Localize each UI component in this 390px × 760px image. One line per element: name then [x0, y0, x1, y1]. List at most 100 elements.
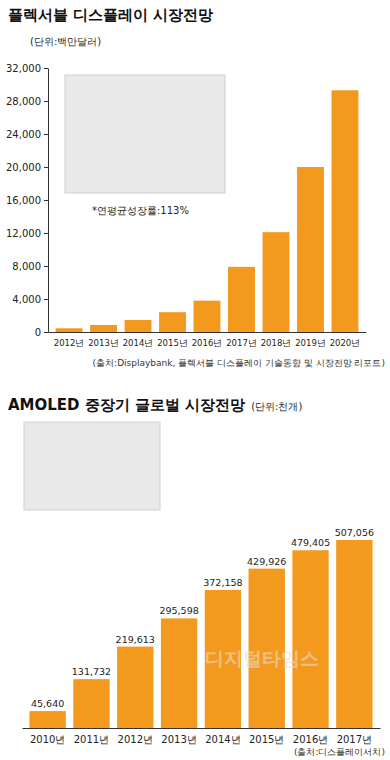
x-tick-label: 2013년 — [88, 338, 119, 348]
x-tick: 2013년 — [88, 332, 119, 348]
data-label: 507,056 — [335, 527, 374, 538]
x-tick-label: 2017년 — [337, 734, 372, 745]
bar — [73, 679, 109, 728]
y-tick: 32,000 — [6, 63, 48, 74]
x-tick-label: 2014년 — [123, 338, 154, 348]
bar — [117, 647, 153, 728]
photo-placeholder — [24, 422, 160, 510]
y-tick-mark — [44, 134, 48, 135]
bar — [332, 90, 359, 332]
bar — [90, 325, 117, 332]
y-tick-mark — [44, 101, 48, 102]
y-tick: 24,000 — [6, 129, 48, 140]
y-tick-label: 0 — [35, 327, 41, 338]
bar — [263, 232, 290, 332]
y-tick-label: 28,000 — [6, 96, 41, 107]
bar — [159, 312, 186, 332]
annotation: *연평균성장률:113% — [92, 205, 189, 216]
y-tick-label: 12,000 — [6, 228, 41, 239]
bar — [29, 711, 65, 728]
x-tick: 2017년 — [226, 332, 257, 348]
x-axis-line — [49, 332, 367, 333]
x-tick: 2018년 — [261, 332, 292, 348]
x-tick-label: 2012년 — [54, 338, 85, 348]
bar — [194, 301, 221, 332]
bars — [56, 90, 359, 332]
y-tick-label: 24,000 — [6, 129, 41, 140]
x-tick: 2012년 — [118, 728, 153, 745]
data-label: 372,158 — [203, 577, 242, 588]
x-tick: 2012년 — [54, 332, 85, 348]
x-tick-label: 2020년 — [330, 338, 361, 348]
x-tick-label: 2018년 — [261, 338, 292, 348]
bar — [125, 320, 152, 332]
x-tick-label: 2011년 — [74, 734, 109, 745]
y-tick-mark — [44, 332, 48, 333]
x-tick: 2017년 — [337, 728, 372, 745]
x-tick: 2020년 — [330, 332, 361, 348]
y-tick-mark — [44, 233, 48, 234]
source-note: (출처:디스플레이서치) — [294, 747, 385, 757]
chart-0: 플렉서블 디스플레이 시장전망 (단위:백만달러) 0 4,000 8,000 12,00… — [6, 6, 385, 368]
bars — [29, 540, 372, 728]
x-tick: 2015년 — [157, 332, 188, 348]
chart-1: AMOLED 중장기 글로벌 시장전망(단위:천개)2010년2011년2012… — [8, 396, 385, 757]
data-label: 429,926 — [247, 556, 286, 567]
y-tick: 0 — [35, 327, 48, 338]
y-tick: 4,000 — [12, 294, 48, 305]
chart-canvas: 플렉서블 디스플레이 시장전망 (단위:백만달러) 0 4,000 8,000 12,00… — [0, 0, 390, 760]
x-tick: 2019년 — [295, 332, 326, 348]
x-tick: 2014년 — [205, 728, 240, 745]
y-tick: 28,000 — [6, 96, 48, 107]
x-tick: 2016년 — [192, 332, 223, 348]
source-note: (출처:Displaybank, 플렉서블 디스플레이 기술동향 및 시장전망 … — [93, 358, 385, 368]
y-tick-mark — [44, 299, 48, 300]
x-tick-label: 2014년 — [205, 734, 240, 745]
x-tick-label: 2010년 — [30, 734, 65, 745]
chart-subtitle: (단위:백만달러) — [30, 36, 101, 47]
x-tick: 2016년 — [293, 728, 328, 745]
y-tick: 20,000 — [6, 162, 48, 173]
y-tick-mark — [44, 167, 48, 168]
x-tick-label: 2013년 — [161, 734, 196, 745]
y-tick-mark — [44, 68, 48, 69]
y-tick-mark — [44, 266, 48, 267]
y-tick-label: 20,000 — [6, 162, 41, 173]
data-label: 479,405 — [291, 537, 330, 548]
x-tick: 2013년 — [161, 728, 196, 745]
x-tick-label: 2017년 — [226, 338, 257, 348]
y-tick-label: 32,000 — [6, 63, 41, 74]
bar — [297, 167, 324, 332]
y-tick-label: 8,000 — [12, 261, 41, 272]
chart-title: 플렉서블 디스플레이 시장전망 — [8, 6, 213, 24]
y-axis-line — [48, 69, 49, 333]
y-tick-label: 16,000 — [6, 195, 41, 206]
y-tick: 16,000 — [6, 195, 48, 206]
x-axis: 2012년2013년 2014년2015년 2016년2017년 2018년2019년… — [49, 332, 367, 348]
x-tick-label: 2015년 — [157, 338, 188, 348]
y-tick: 8,000 — [12, 261, 48, 272]
y-tick: 12,000 — [6, 228, 48, 239]
x-tick: 2014년 — [123, 332, 154, 348]
x-tick-label: 2012년 — [118, 734, 153, 745]
x-tick-label: 2016년 — [192, 338, 223, 348]
x-tick-label: 2015년 — [249, 734, 284, 745]
bar — [228, 267, 255, 332]
data-labels: 45,640131,732219,613295,598372,158429,92… — [31, 527, 374, 709]
data-label: 295,598 — [159, 605, 198, 616]
x-tick: 2015년 — [249, 728, 284, 745]
chart-subtitle: (단위:천개) — [251, 401, 302, 412]
x-tick-label: 2019년 — [295, 338, 326, 348]
x-tick: 2010년 — [30, 728, 65, 745]
photo-placeholder — [65, 75, 225, 193]
annotation: 디지털타임스 — [205, 647, 319, 669]
page: 플렉서블 디스플레이 시장전망 (단위:백만달러) 0 4,000 8,000 12,00… — [0, 0, 390, 760]
y-axis: 0 4,000 8,000 12,000 16,000 20,000 24,000 28,00… — [6, 63, 49, 338]
x-axis: 2010년 2011년 2012년 2013년 2014년 2015년 2016년 2017년 — [23, 728, 381, 745]
x-tick-label: 2016년 — [293, 734, 328, 745]
bar — [292, 550, 328, 728]
data-label: 45,640 — [31, 698, 64, 709]
data-label: 219,613 — [116, 634, 155, 645]
bar — [161, 618, 197, 728]
x-axis-line — [23, 728, 381, 729]
